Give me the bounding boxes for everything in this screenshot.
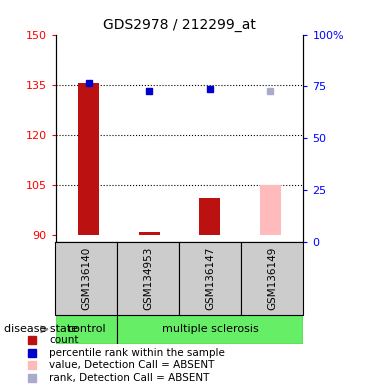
Bar <box>78 83 99 235</box>
Text: disease state: disease state <box>4 324 78 334</box>
Text: multiple sclerosis: multiple sclerosis <box>162 324 259 334</box>
Bar <box>56 242 118 315</box>
Text: rank, Detection Call = ABSENT: rank, Detection Call = ABSENT <box>50 373 210 383</box>
Bar <box>260 185 281 235</box>
Title: GDS2978 / 212299_at: GDS2978 / 212299_at <box>103 18 256 32</box>
Text: control: control <box>67 324 106 334</box>
Text: GSM136140: GSM136140 <box>81 247 91 310</box>
Bar <box>139 232 160 235</box>
Bar <box>241 242 303 315</box>
Bar <box>56 315 118 344</box>
Text: GSM134953: GSM134953 <box>144 247 154 310</box>
Text: GSM136149: GSM136149 <box>268 247 278 310</box>
Text: GSM136147: GSM136147 <box>205 247 215 310</box>
Text: count: count <box>50 335 79 345</box>
Bar <box>118 315 303 344</box>
Bar <box>118 242 179 315</box>
Text: value, Detection Call = ABSENT: value, Detection Call = ABSENT <box>50 360 215 370</box>
Text: percentile rank within the sample: percentile rank within the sample <box>50 348 225 358</box>
Bar <box>179 242 241 315</box>
Bar <box>199 199 220 235</box>
